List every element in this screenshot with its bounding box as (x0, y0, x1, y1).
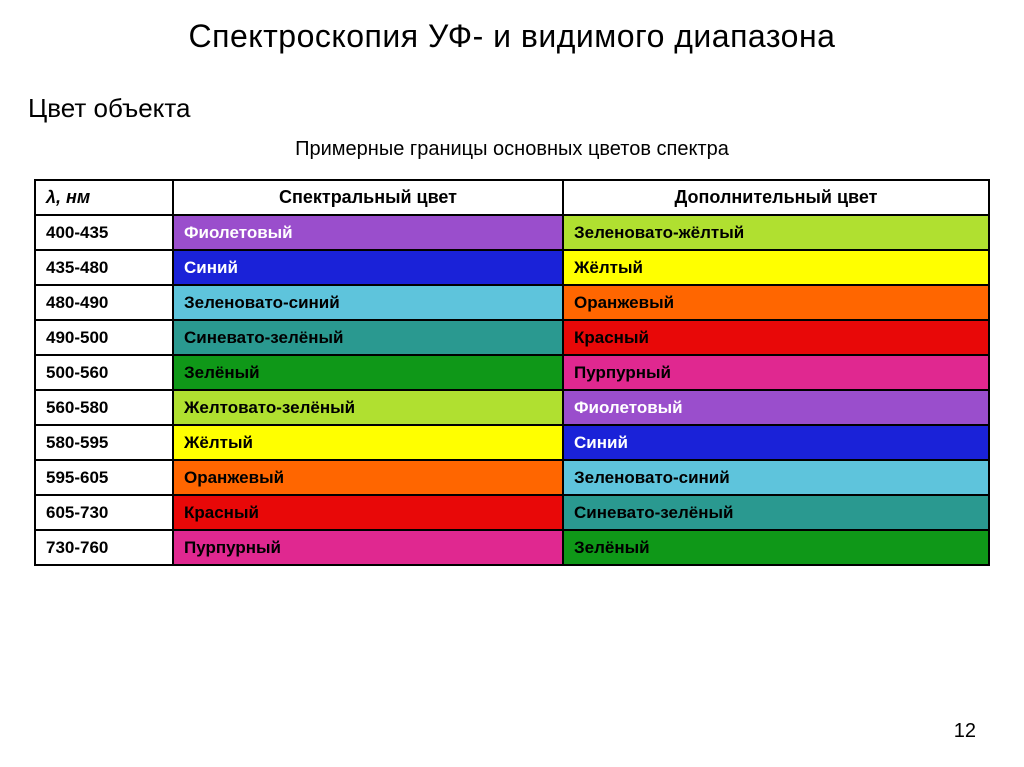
table-row: 400-435ФиолетовыйЗеленовато-жёлтый (35, 215, 989, 250)
table-row: 435-480СинийЖёлтый (35, 250, 989, 285)
spectrum-table: λ, нм Спектральный цвет Дополнительный ц… (34, 179, 990, 566)
complementary-color-cell: Зелёный (563, 530, 989, 565)
wavelength-range: 500-560 (35, 355, 173, 390)
complementary-color-cell: Красный (563, 320, 989, 355)
wavelength-range: 435-480 (35, 250, 173, 285)
table-row: 605-730КрасныйСиневато-зелёный (35, 495, 989, 530)
table-row: 560-580Желтовато-зелёныйФиолетовый (35, 390, 989, 425)
wavelength-range: 480-490 (35, 285, 173, 320)
spectral-color-cell: Красный (173, 495, 563, 530)
wavelength-range: 400-435 (35, 215, 173, 250)
complementary-color-cell: Зеленовато-жёлтый (563, 215, 989, 250)
spectral-color-cell: Желтовато-зелёный (173, 390, 563, 425)
complementary-color-cell: Синевато-зелёный (563, 495, 989, 530)
table-row: 490-500Синевато-зелёныйКрасный (35, 320, 989, 355)
table-row: 500-560ЗелёныйПурпурный (35, 355, 989, 390)
wavelength-range: 490-500 (35, 320, 173, 355)
wavelength-range: 560-580 (35, 390, 173, 425)
header-lambda: λ, нм (35, 180, 173, 215)
spectral-color-cell: Синий (173, 250, 563, 285)
table-row: 730-760ПурпурныйЗелёный (35, 530, 989, 565)
spectral-color-cell: Зелёный (173, 355, 563, 390)
complementary-color-cell: Жёлтый (563, 250, 989, 285)
page-number: 12 (954, 720, 976, 743)
complementary-color-cell: Оранжевый (563, 285, 989, 320)
spectral-color-cell: Жёлтый (173, 425, 563, 460)
wavelength-range: 730-760 (35, 530, 173, 565)
wavelength-range: 595-605 (35, 460, 173, 495)
spectral-color-cell: Синевато-зелёный (173, 320, 563, 355)
spectrum-table-container: λ, нм Спектральный цвет Дополнительный ц… (0, 161, 1024, 566)
spectral-color-cell: Оранжевый (173, 460, 563, 495)
table-row: 580-595ЖёлтыйСиний (35, 425, 989, 460)
spectral-color-cell: Пурпурный (173, 530, 563, 565)
page-title: Спектроскопия УФ- и видимого диапазона (0, 0, 1024, 55)
table-header-row: λ, нм Спектральный цвет Дополнительный ц… (35, 180, 989, 215)
page-subtitle: Цвет объекта (0, 55, 1024, 124)
wavelength-range: 605-730 (35, 495, 173, 530)
spectral-color-cell: Зеленовато-синий (173, 285, 563, 320)
complementary-color-cell: Пурпурный (563, 355, 989, 390)
wavelength-range: 580-595 (35, 425, 173, 460)
complementary-color-cell: Синий (563, 425, 989, 460)
header-spectral: Спектральный цвет (173, 180, 563, 215)
complementary-color-cell: Фиолетовый (563, 390, 989, 425)
complementary-color-cell: Зеленовато-синий (563, 460, 989, 495)
table-caption: Примерные границы основных цветов спектр… (0, 124, 1024, 161)
header-complementary: Дополнительный цвет (563, 180, 989, 215)
spectral-color-cell: Фиолетовый (173, 215, 563, 250)
table-row: 480-490Зеленовато-синийОранжевый (35, 285, 989, 320)
table-row: 595-605ОранжевыйЗеленовато-синий (35, 460, 989, 495)
